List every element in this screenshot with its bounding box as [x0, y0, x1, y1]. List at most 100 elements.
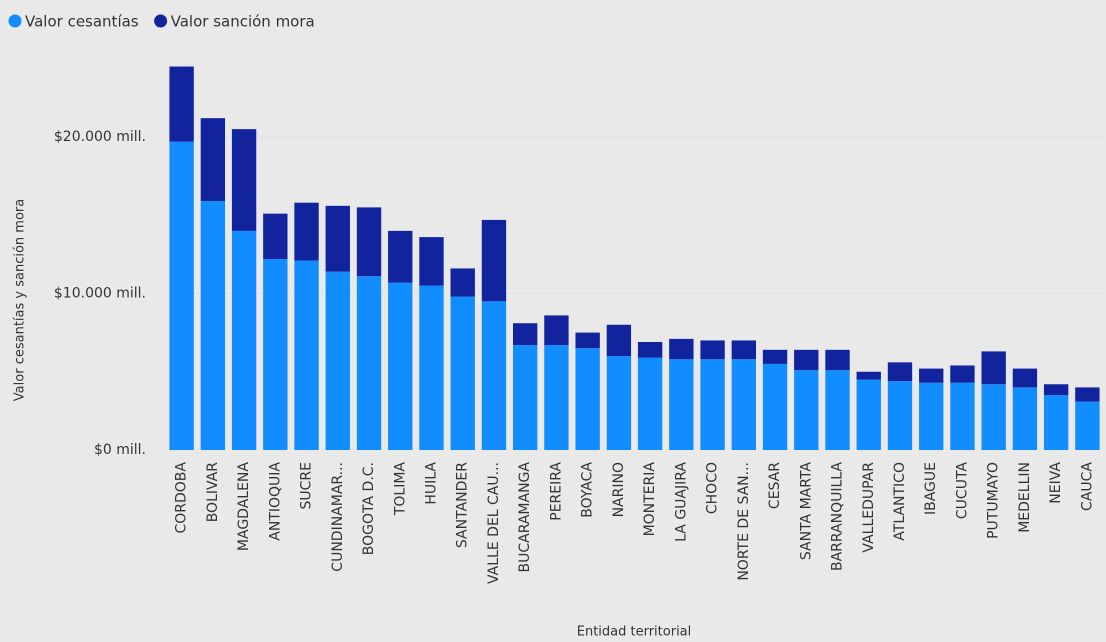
bar-segment	[981, 384, 1006, 450]
x-tick-label: PUTUMAYO	[986, 462, 1002, 539]
x-tick-label: SANTA MARTA	[798, 462, 814, 561]
legend-label: Valor cesantías	[25, 13, 139, 31]
bar-segment	[669, 338, 694, 360]
bar-segment	[856, 379, 881, 450]
x-tick-label: ANTIOQUIA	[267, 462, 283, 541]
bar-segment	[325, 205, 350, 272]
bar-segment	[731, 359, 756, 450]
bar-segment	[231, 230, 257, 450]
bar-segment	[825, 349, 850, 371]
bar-segment	[513, 323, 538, 346]
bar-segment	[700, 340, 725, 360]
bar-segment	[606, 324, 632, 357]
bar-segment	[481, 301, 507, 450]
bar-segment	[231, 129, 257, 231]
bar-segment	[950, 365, 975, 383]
bar-segment	[419, 285, 444, 450]
x-tick-label: MAGDALENA	[236, 462, 252, 551]
bar-segment	[1043, 395, 1069, 450]
bar-segment	[762, 363, 788, 450]
bar-segment	[794, 349, 819, 371]
bar-segment	[950, 382, 975, 450]
bar-segment	[919, 368, 944, 383]
bar-segment	[825, 370, 850, 450]
bar-segment	[200, 201, 226, 450]
bar-segment	[356, 207, 382, 277]
bar-segment	[1012, 387, 1038, 450]
bar-segment	[169, 141, 194, 451]
x-tick-label: NEIVA	[1048, 462, 1064, 504]
x-tick-label: SANTANDER	[455, 462, 471, 548]
x-tick-label: CESAR	[767, 462, 783, 509]
x-tick-label: BOLIVAR	[205, 462, 221, 523]
bar-segment	[1012, 368, 1038, 388]
bar-segment	[762, 349, 788, 364]
x-tick-label: VALLEDUPAR	[861, 462, 877, 553]
x-tick-label: TOLIMA	[392, 462, 408, 517]
y-axis-label: Valor cesantías y sanción mora	[13, 199, 28, 401]
bar-segment	[575, 348, 600, 450]
y-tick-label: $10.000 mill.	[54, 285, 146, 301]
bar-segment	[356, 276, 382, 450]
bar-segment	[513, 345, 538, 450]
bar-segment	[1043, 384, 1069, 396]
bar-segment	[481, 219, 507, 302]
bar-segment	[450, 296, 475, 450]
bar-segment	[794, 370, 819, 450]
bar-segment	[169, 66, 194, 142]
x-tick-label: BOGOTA D.C.	[361, 462, 377, 555]
legend-marker	[154, 14, 168, 28]
bar-segment	[450, 268, 475, 297]
x-tick-label: CUCUTA	[954, 462, 970, 520]
y-tick-label: $20.000 mill.	[54, 129, 146, 145]
x-tick-label: CAUCA	[1079, 462, 1095, 511]
bar-segment	[856, 371, 881, 380]
x-tick-label: MEDELLIN	[1017, 462, 1033, 533]
bar-segment	[637, 342, 663, 358]
x-tick-label: BOYACA	[580, 462, 596, 518]
x-tick-label: CORDOBA	[174, 462, 190, 534]
bar-segment	[887, 381, 913, 450]
x-tick-label: IBAGUE	[923, 462, 939, 515]
bar-segment	[669, 359, 694, 450]
bar-segment	[388, 282, 413, 450]
bar-segment	[544, 315, 569, 346]
x-tick-label: VALLE DEL CAU...	[486, 462, 502, 584]
bar-segment	[981, 351, 1006, 385]
x-tick-label: ATLANTICO	[892, 462, 908, 541]
bar-segment	[637, 357, 663, 450]
bar-segment	[919, 382, 944, 450]
x-axis-label: Entidad territorial	[577, 625, 692, 640]
bar-segment	[544, 345, 569, 450]
x-tick-label: SUCRE	[299, 462, 315, 509]
x-tick-label: PEREIRA	[548, 462, 564, 521]
bar-segment	[700, 359, 725, 450]
bar-segment	[731, 340, 756, 360]
bar-segment	[419, 237, 444, 286]
legend-marker	[8, 14, 22, 28]
bar-segment	[325, 271, 350, 450]
bar-segment	[294, 202, 319, 261]
x-tick-label: CHOCO	[705, 462, 721, 514]
bar-segment	[606, 356, 632, 450]
bar-segment	[263, 259, 288, 450]
bar-segment	[1075, 387, 1100, 402]
x-tick-label: NARINO	[611, 462, 627, 517]
y-tick-label: $0 mill.	[94, 442, 146, 458]
bar-segment	[575, 332, 600, 349]
bar-segment	[294, 260, 319, 450]
x-tick-label: MONTERIA	[642, 462, 658, 537]
x-tick-label: BUCARAMANGA	[517, 462, 533, 573]
bar-segment	[263, 213, 288, 260]
x-tick-label: HUILA	[423, 462, 439, 505]
bar-segment	[1075, 401, 1100, 450]
bar-segment	[887, 362, 913, 382]
x-tick-label: NORTE DE SAN...	[736, 462, 752, 581]
x-tick-label: CUNDINAMAR...	[330, 462, 346, 572]
legend-label: Valor sanción mora	[171, 13, 315, 31]
bar-segment	[388, 230, 413, 283]
x-tick-label: BARRANQUILLA	[830, 462, 846, 571]
x-tick-label: LA GUAJIRA	[673, 462, 689, 542]
